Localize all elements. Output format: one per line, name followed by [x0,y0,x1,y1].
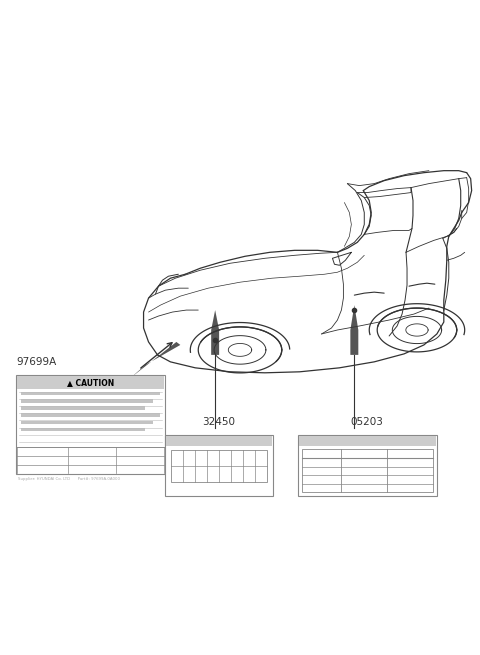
Polygon shape [350,305,358,355]
Bar [299,436,436,447]
Bar [17,376,165,388]
Bar [167,436,272,447]
Bar [21,406,144,410]
Text: ▲ CAUTION: ▲ CAUTION [67,378,115,386]
Polygon shape [211,310,219,355]
Bar [21,428,144,431]
Text: Supplier: HYUNDAI Co. LTD      Part#: 97699A-0A000: Supplier: HYUNDAI Co. LTD Part#: 97699A-… [18,477,120,481]
Bar [21,413,160,417]
Bar [16,375,166,474]
Text: 05203: 05203 [351,417,384,426]
Bar [301,449,433,493]
Bar [166,434,273,496]
Bar [21,399,153,403]
Bar [21,421,153,424]
Text: 97699A: 97699A [16,357,57,367]
Bar [298,434,437,496]
Polygon shape [131,342,180,378]
Text: 32450: 32450 [203,417,236,426]
Bar [171,451,267,482]
Bar [21,392,160,396]
